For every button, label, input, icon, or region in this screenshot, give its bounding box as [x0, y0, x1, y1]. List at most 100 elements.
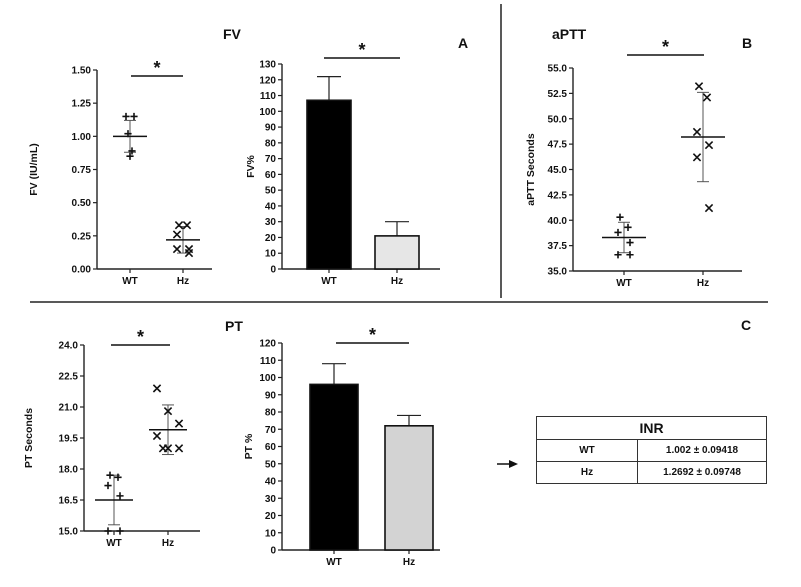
data-point-plus [626, 251, 634, 259]
data-point-cross [692, 127, 702, 137]
y-tick-label: 45.0 [548, 165, 568, 176]
data-point-cross [152, 431, 162, 441]
data-point-plus [614, 228, 622, 237]
data-point-plus [614, 251, 622, 259]
data-point-plus [122, 112, 130, 121]
data-point-plus [126, 152, 134, 160]
data-point-plus [104, 527, 112, 535]
y-axis-label: aPTT Seconds [525, 133, 537, 206]
y-tick-label: 0 [270, 265, 276, 276]
y-tick-label: 20 [265, 511, 277, 522]
y-tick-label: 40 [265, 477, 277, 488]
data-point-plus [116, 492, 124, 500]
y-axis-label: FV (IU/mL) [28, 143, 40, 196]
y-tick-label: 80 [265, 408, 277, 419]
table-row: WT 1.002 ± 0.09418 [536, 439, 767, 462]
panel-label-b: B [742, 35, 752, 51]
data-point-cross [158, 444, 168, 453]
pt-title: PT [225, 318, 243, 334]
significance-marker: * [369, 325, 376, 345]
data-point-cross [174, 419, 184, 428]
x-tick-label: WT [326, 557, 342, 568]
data-point-plus [128, 147, 136, 155]
y-tick-label: 1.25 [72, 99, 92, 110]
y-tick-label: 50 [265, 459, 277, 470]
x-tick-label: Hz [403, 557, 415, 568]
y-tick-label: 0.00 [72, 265, 92, 276]
x-tick-label: Hz [391, 276, 403, 287]
data-point-cross [694, 82, 704, 91]
y-tick-label: 100 [259, 373, 276, 384]
data-point-plus [626, 238, 634, 247]
y-tick-label: 0.25 [72, 231, 92, 242]
y-tick-label: 16.5 [59, 496, 79, 507]
inr-table: INR WT 1.002 ± 0.09418 Hz 1.2692 ± 0.097… [536, 416, 767, 484]
x-tick-label: WT [616, 278, 632, 289]
y-axis-label: PT % [243, 433, 255, 459]
y-tick-label: 50 [265, 186, 277, 197]
bar [306, 99, 352, 270]
y-tick-label: 37.5 [548, 241, 568, 252]
x-tick-label: Hz [177, 276, 189, 287]
y-tick-label: 40.0 [548, 216, 568, 227]
y-tick-label: 100 [259, 107, 276, 118]
inr-group-cell: Hz [536, 461, 638, 484]
panel-label-a: A [458, 35, 468, 51]
inr-group-cell: WT [536, 439, 638, 462]
data-point-cross [152, 384, 162, 393]
y-tick-label: 60 [265, 170, 277, 181]
y-tick-label: 24.0 [59, 341, 79, 352]
y-tick-label: 110 [260, 91, 277, 102]
data-point-cross [174, 221, 184, 230]
y-tick-label: 35.0 [548, 267, 568, 278]
data-point-cross [163, 406, 173, 416]
y-tick-label: 50.0 [548, 114, 568, 125]
data-point-plus [106, 471, 114, 479]
bar [309, 383, 359, 551]
arrow-icon [497, 460, 518, 468]
bar [374, 235, 420, 270]
y-tick-label: 0 [270, 546, 276, 557]
fv-title: FV [223, 26, 242, 42]
data-point-plus [116, 527, 124, 535]
y-tick-label: 55.0 [548, 64, 568, 75]
y-tick-label: 60 [265, 442, 277, 453]
y-tick-label: 15.0 [59, 527, 79, 538]
data-point-cross [702, 93, 712, 102]
y-tick-label: 52.5 [548, 89, 568, 100]
data-point-cross [184, 248, 194, 258]
inr-value-cell: 1.2692 ± 0.09748 [637, 461, 767, 484]
y-axis-label: FV% [245, 154, 257, 177]
y-tick-label: 130 [259, 60, 276, 71]
y-tick-label: 10 [265, 249, 277, 260]
inr-table-title: INR [536, 416, 767, 440]
data-point-cross [174, 444, 184, 453]
data-point-plus [616, 213, 624, 221]
data-point-cross [182, 221, 192, 230]
data-point-cross [692, 153, 702, 162]
data-point-plus [124, 130, 132, 138]
y-tick-label: 19.5 [59, 434, 79, 445]
y-tick-label: 40 [265, 201, 277, 212]
aptt-title: aPTT [552, 26, 587, 42]
x-tick-label: WT [106, 538, 122, 549]
x-tick-label: WT [122, 276, 138, 287]
significance-marker: * [137, 327, 144, 347]
y-tick-label: 1.00 [72, 132, 92, 143]
y-tick-label: 0.75 [72, 165, 92, 176]
data-point-plus [130, 112, 138, 121]
significance-marker: * [153, 58, 160, 78]
data-point-plus [624, 223, 632, 231]
y-tick-label: 18.0 [59, 465, 79, 476]
y-axis-label: PT Seconds [23, 408, 35, 468]
data-point-cross [172, 244, 182, 254]
y-tick-label: 70 [265, 154, 277, 165]
y-tick-label: 1.50 [72, 66, 92, 77]
data-point-plus [104, 481, 112, 490]
x-tick-label: Hz [162, 538, 174, 549]
y-tick-label: 21.0 [59, 403, 79, 414]
y-tick-label: 90 [265, 123, 277, 134]
y-tick-label: 30 [265, 494, 277, 505]
